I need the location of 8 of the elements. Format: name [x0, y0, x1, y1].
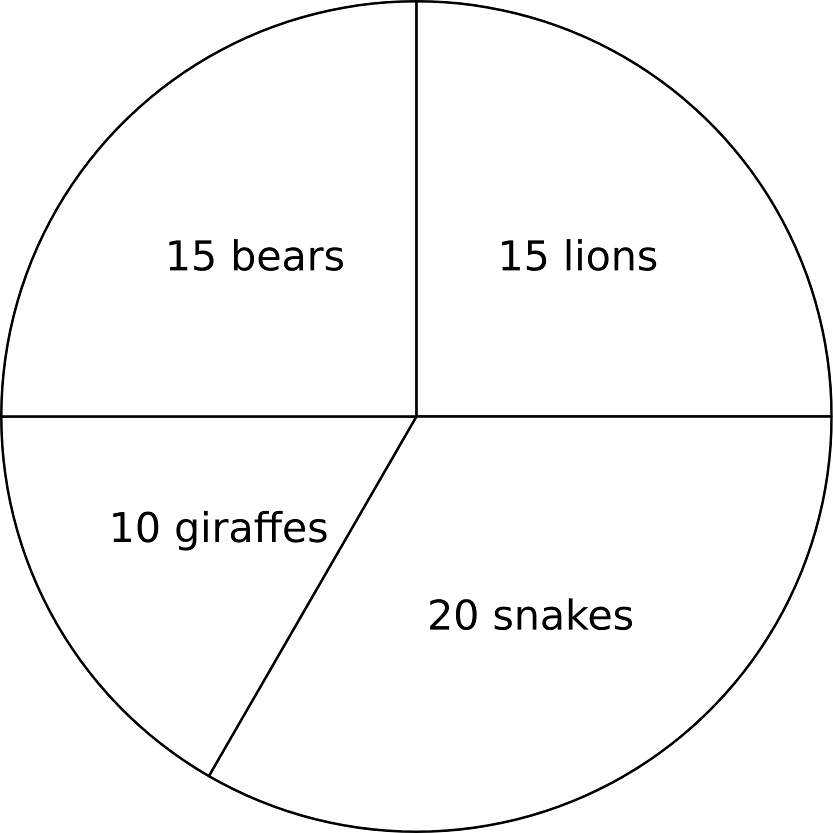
data-label: 15: [169, 240, 214, 271]
data-label: 20: [430, 599, 477, 630]
slice-label: bears: [234, 239, 344, 271]
slice-label: giraffes: [176, 510, 327, 551]
slice-label: lions: [566, 239, 656, 271]
data-label: 10: [113, 512, 158, 543]
slice-label: snakes: [494, 598, 632, 630]
data-label: 15: [502, 240, 546, 271]
